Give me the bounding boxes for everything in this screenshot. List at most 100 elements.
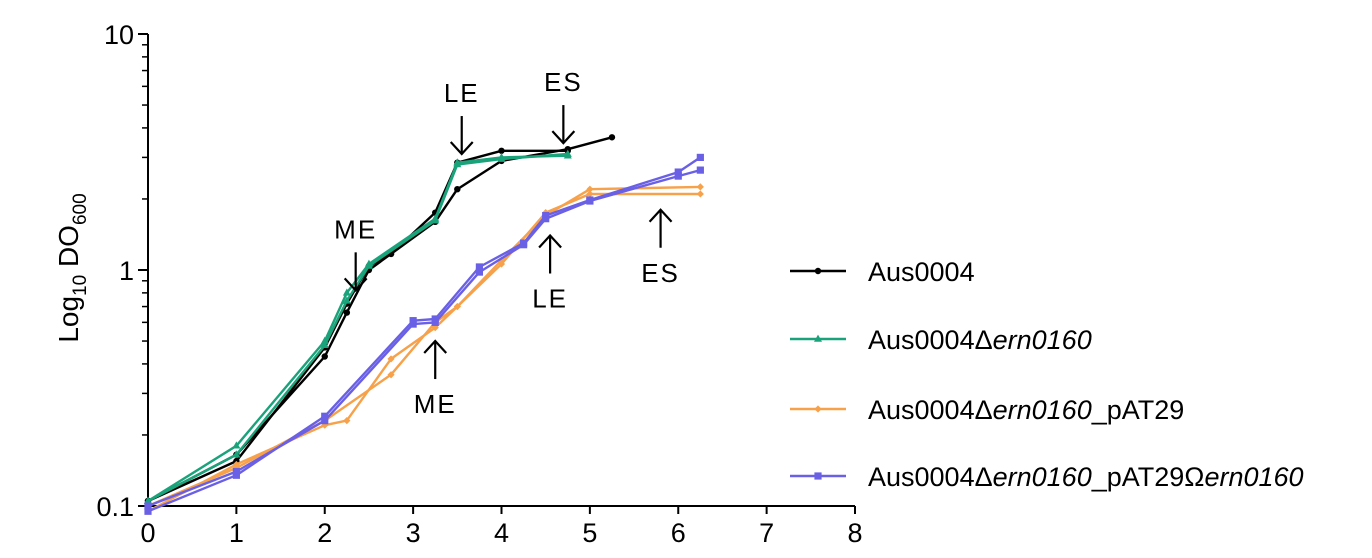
legend-label-part: ern0160 (993, 395, 1092, 425)
data-point (431, 216, 440, 224)
data-point (814, 267, 822, 275)
legend-label-part: Aus0004Δ (868, 325, 993, 355)
legend-label-part: ern0160 (993, 462, 1092, 492)
phase-label: LE (444, 78, 480, 108)
legend-item-4: Aus0004Δern0160_pAT29Ωern0160 (790, 462, 1304, 492)
legend-label: Aus0004Δern0160 (868, 325, 1092, 355)
y-axis-label: Log10 DO600 (53, 193, 91, 342)
data-point (542, 215, 550, 223)
legend-label-part: Aus0004Δ (868, 462, 993, 492)
series-line (147, 168, 701, 508)
data-point (674, 172, 682, 180)
data-point (431, 318, 439, 326)
phase-label: ME (334, 214, 377, 244)
arrow-head (551, 130, 576, 145)
data-point (144, 496, 152, 504)
phase-annotation: ME (334, 214, 377, 292)
data-point (586, 185, 594, 193)
data-point (475, 268, 484, 276)
data-point (498, 147, 505, 154)
x-tick-label: 5 (582, 518, 597, 548)
data-point (586, 190, 594, 198)
data-point (608, 134, 616, 141)
y-label-main: Log (53, 296, 84, 343)
data-point (232, 441, 241, 449)
series-2 (144, 149, 572, 504)
y-tick-label: 1 (119, 256, 134, 286)
legend-item-1: Aus0004 (790, 257, 975, 287)
legend-item-3: Aus0004Δern0160_pAT29 (790, 395, 1184, 425)
data-point (563, 149, 572, 157)
data-point (387, 371, 395, 379)
data-point (814, 334, 822, 342)
legend-label: Aus0004 (868, 257, 975, 287)
axes: 0 1 2 3 4 5 6 7 8 0.1 1 10 (96, 20, 862, 548)
arrow-head (538, 233, 562, 249)
legend-label-part: ern0160 (1204, 462, 1303, 492)
phase-label: ES (544, 67, 583, 97)
legend-label-part: _pAT29 (1091, 395, 1185, 425)
phase-annotation: LE (444, 78, 480, 156)
phase-label: ES (641, 258, 680, 288)
data-point (497, 154, 506, 162)
data-point (696, 166, 704, 174)
data-point (814, 405, 822, 413)
y-tick-label: 0.1 (96, 492, 134, 522)
annotation-layer: ME LE ES ME LE ES (334, 67, 680, 419)
y-tick-label: 10 (104, 20, 134, 50)
legend-label: Aus0004Δern0160_pAT29Ωern0160 (868, 462, 1304, 492)
x-tick-label: 2 (317, 518, 332, 548)
legend-label-part: ern0160 (993, 325, 1092, 355)
data-point (321, 417, 329, 425)
data-point (696, 190, 704, 198)
data-point (364, 261, 373, 269)
series-4 (144, 153, 704, 515)
series-line (147, 152, 568, 503)
data-point (454, 185, 461, 193)
series-line (147, 149, 568, 503)
data-point (342, 288, 351, 296)
data-point (453, 160, 462, 168)
phase-annotation: ES (544, 67, 583, 145)
x-tick-label: 8 (847, 518, 862, 548)
data-point (321, 412, 329, 420)
x-tick-label: 6 (671, 518, 686, 548)
series-1 (144, 134, 616, 505)
arrow-head (343, 277, 368, 292)
legend-item-2: Aus0004Δern0160 (790, 325, 1092, 355)
series-line (147, 192, 701, 508)
x-tick-label: 7 (759, 518, 774, 548)
data-point (475, 263, 484, 271)
data-point (232, 450, 241, 458)
y-label-sub1: 10 (70, 275, 91, 296)
legend-label-part: _pAT29Ω (1091, 462, 1205, 492)
x-tick-label: 0 (140, 518, 155, 548)
data-point (387, 355, 395, 363)
data-point (321, 353, 328, 360)
series-line (147, 154, 568, 503)
legend: Aus0004Aus0004Δern0160Aus0004Δern0160_pA… (790, 257, 1304, 492)
data-point (674, 168, 682, 176)
data-point (453, 302, 461, 311)
legend-label-part: Aus0004Δ (868, 395, 993, 425)
data-point (232, 471, 240, 479)
phase-annotation: ES (641, 208, 680, 288)
phase-label: ME (414, 389, 457, 419)
data-point (342, 296, 351, 304)
x-tick-label: 4 (494, 518, 509, 548)
data-point (814, 472, 822, 480)
phase-label: LE (532, 284, 568, 314)
x-tick-label: 3 (406, 518, 421, 548)
data-point (409, 320, 417, 328)
data-point (519, 241, 528, 249)
y-axis-label-text: Log10 DO600 (53, 193, 91, 342)
series-layer (144, 134, 704, 515)
data-point (144, 502, 152, 510)
y-label-sub2: 600 (70, 193, 91, 225)
y-label-mid: DO (53, 225, 84, 275)
data-point (696, 153, 704, 161)
data-point (586, 197, 594, 205)
data-point (320, 340, 329, 349)
arrow-head (449, 141, 474, 156)
arrow-head (648, 208, 673, 223)
